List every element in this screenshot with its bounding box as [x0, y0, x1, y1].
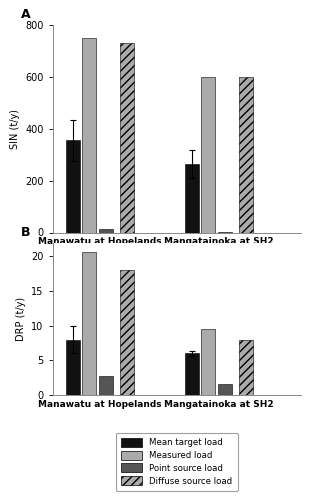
- Bar: [202, 329, 215, 395]
- Bar: [185, 354, 199, 395]
- Legend: Mean target load, Measured load, Point source load, Diffuse source load: Mean target load, Measured load, Point s…: [116, 432, 238, 490]
- Bar: [99, 376, 113, 395]
- Bar: [66, 340, 80, 395]
- Text: B: B: [20, 226, 30, 239]
- Bar: [218, 384, 232, 395]
- Y-axis label: SIN (t/y): SIN (t/y): [10, 109, 20, 149]
- Bar: [82, 252, 96, 395]
- Bar: [239, 77, 253, 233]
- Bar: [82, 38, 96, 232]
- Bar: [120, 43, 134, 232]
- Bar: [185, 164, 199, 232]
- Text: A: A: [20, 8, 30, 21]
- Bar: [99, 230, 113, 232]
- Bar: [66, 140, 80, 232]
- Y-axis label: DRP (t/y): DRP (t/y): [16, 296, 26, 341]
- Bar: [120, 270, 134, 395]
- Bar: [202, 77, 215, 233]
- Bar: [239, 340, 253, 395]
